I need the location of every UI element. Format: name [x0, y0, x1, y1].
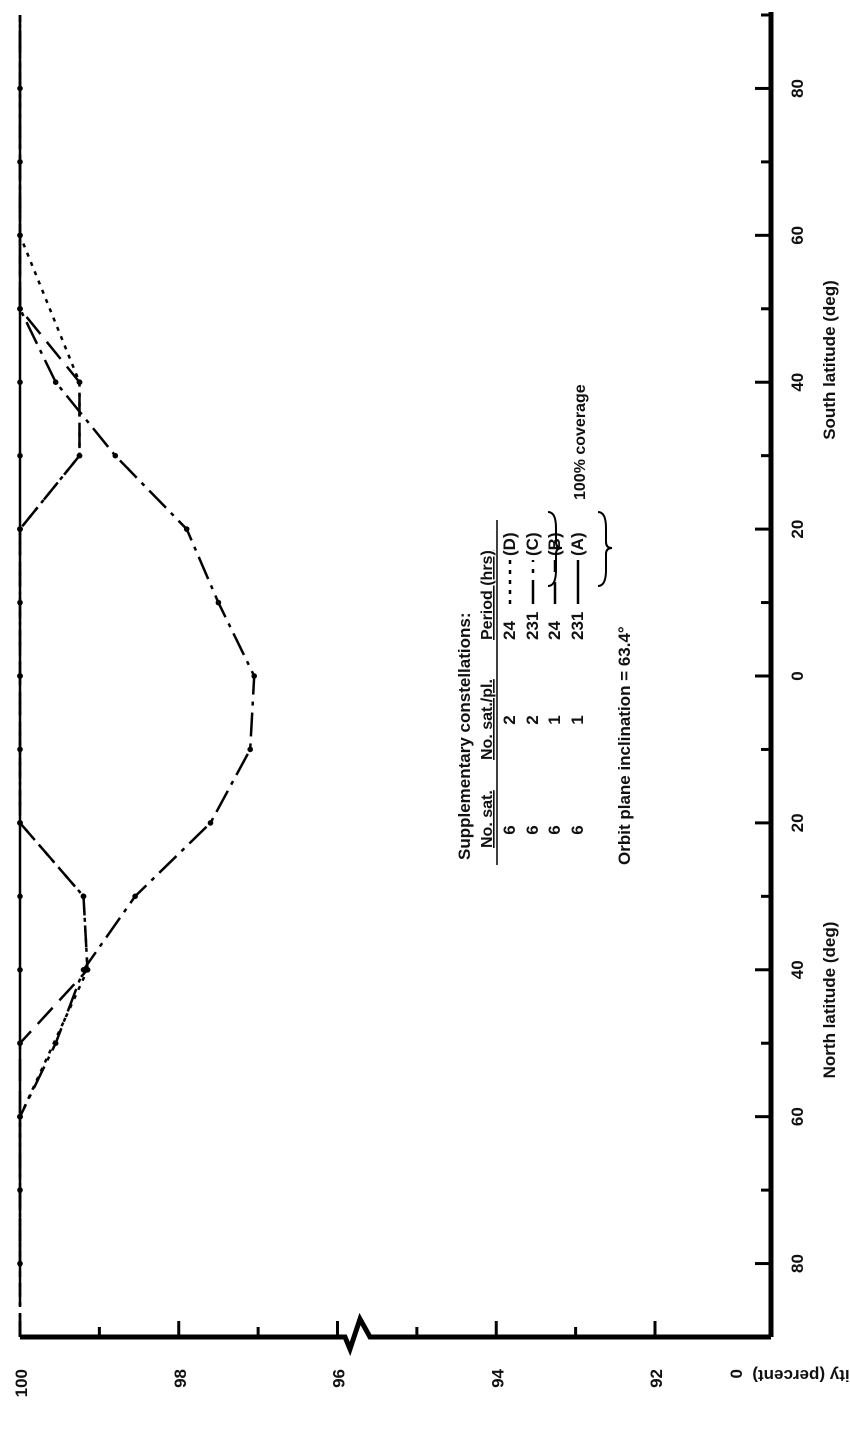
legend-title: Supplementary constellations:	[455, 613, 474, 861]
data-point-A	[17, 452, 23, 459]
latitude-tick-label-north: 80	[788, 1254, 807, 1273]
legend-period: 24	[500, 621, 519, 640]
probability-tick-label: 96	[330, 1369, 349, 1388]
data-point-D	[76, 379, 83, 386]
inclination-note: Orbit plane inclination = 63.4°	[615, 626, 634, 865]
probability-tick-label: 100	[12, 1369, 31, 1397]
data-point-D	[17, 1113, 23, 1120]
probability-axis-line	[20, 1312, 771, 1357]
data-point-C	[80, 967, 87, 973]
data-point-D	[17, 232, 23, 239]
data-point-C	[112, 452, 119, 459]
y-axis-label: Probability (percent)	[752, 1366, 850, 1385]
legend-series-id: (C)	[523, 532, 542, 556]
latitude-tick-label-south: 60	[788, 226, 807, 245]
legend-period: 231	[523, 612, 542, 640]
legend-no-sat-pl: 2	[500, 715, 519, 724]
data-point-A	[17, 967, 23, 973]
x-axis-label-south: South latitude (deg)	[820, 280, 839, 440]
data-point-C	[251, 673, 257, 679]
latitude-tick-label-south: 80	[788, 79, 807, 98]
legend-period: 24	[545, 621, 564, 640]
plot-area	[17, 15, 257, 1337]
legend-no-sat: 6	[523, 825, 542, 834]
probability-tick-label: 92	[647, 1369, 666, 1388]
data-point-D	[80, 893, 87, 900]
legend-no-sat-pl: 1	[568, 715, 587, 724]
data-point-A	[17, 379, 23, 386]
legend-series-id: (B)	[545, 532, 564, 556]
series-line-C	[18, 15, 256, 1337]
legend-series-id: (D)	[500, 532, 519, 556]
latitude-tick-label-north: 60	[788, 1107, 807, 1126]
coverage-note: 100% coverage	[572, 384, 589, 500]
data-point-D	[17, 526, 23, 532]
data-point-C	[247, 746, 253, 753]
probability-zero-label: 0	[727, 1369, 746, 1378]
legend-no-sat: 6	[568, 825, 587, 834]
legend-period: 231	[568, 612, 587, 640]
data-point-C	[17, 306, 23, 312]
latitude-tick-label-south: 20	[788, 520, 807, 539]
legend-no-sat: 6	[545, 825, 564, 834]
latitude-tick-label-center: 0	[788, 671, 807, 680]
data-point-A	[17, 893, 23, 900]
data-point-C	[52, 379, 59, 386]
data-point-A	[17, 746, 23, 753]
data-point-C	[215, 599, 222, 606]
latitude-tick-label-south: 40	[788, 373, 807, 392]
coverage-brace-A	[597, 511, 613, 587]
data-point-D	[17, 673, 23, 679]
data-point-C	[132, 893, 138, 900]
legend: Supplementary constellations: No. sat. N…	[455, 384, 634, 865]
legend-no-sat: 6	[500, 825, 519, 834]
data-point-C	[207, 820, 214, 826]
probability-tick-label: 98	[171, 1369, 190, 1388]
data-point-D	[17, 820, 23, 826]
data-point-B	[17, 1040, 23, 1046]
latitude-tick-label-north: 20	[788, 813, 807, 832]
coverage-brace	[547, 511, 563, 587]
data-point-D	[84, 967, 91, 973]
legend-no-sat-pl: 2	[523, 715, 542, 724]
labels: 100 98 96 94 92 0 80 60 40 20 0 20 40 60 80	[12, 79, 807, 1397]
legend-no-sat-pl: 1	[545, 715, 564, 724]
legend-rows: 6 2 24 (D) 6 2 231 (C) 6 1 24 (B) 6 1 231 (A)	[500, 532, 587, 834]
axes	[18, 12, 774, 1357]
series-line-B	[18, 15, 89, 1337]
x-axis-label-north: North latitude (deg)	[820, 922, 839, 1079]
legend-header-no-sat-pl: No. sat./pl.	[479, 679, 496, 760]
legend-series-id: (A)	[568, 532, 587, 556]
probability-tick-label: 94	[488, 1368, 507, 1387]
data-point-D	[76, 452, 83, 459]
legend-header-no-sat: No. sat.	[479, 790, 496, 848]
data-point-C	[183, 526, 190, 532]
series-line-D	[18, 15, 89, 1337]
legend-header-period: Period (hrs)	[479, 550, 496, 640]
latitude-tick-label-north: 40	[788, 960, 807, 979]
